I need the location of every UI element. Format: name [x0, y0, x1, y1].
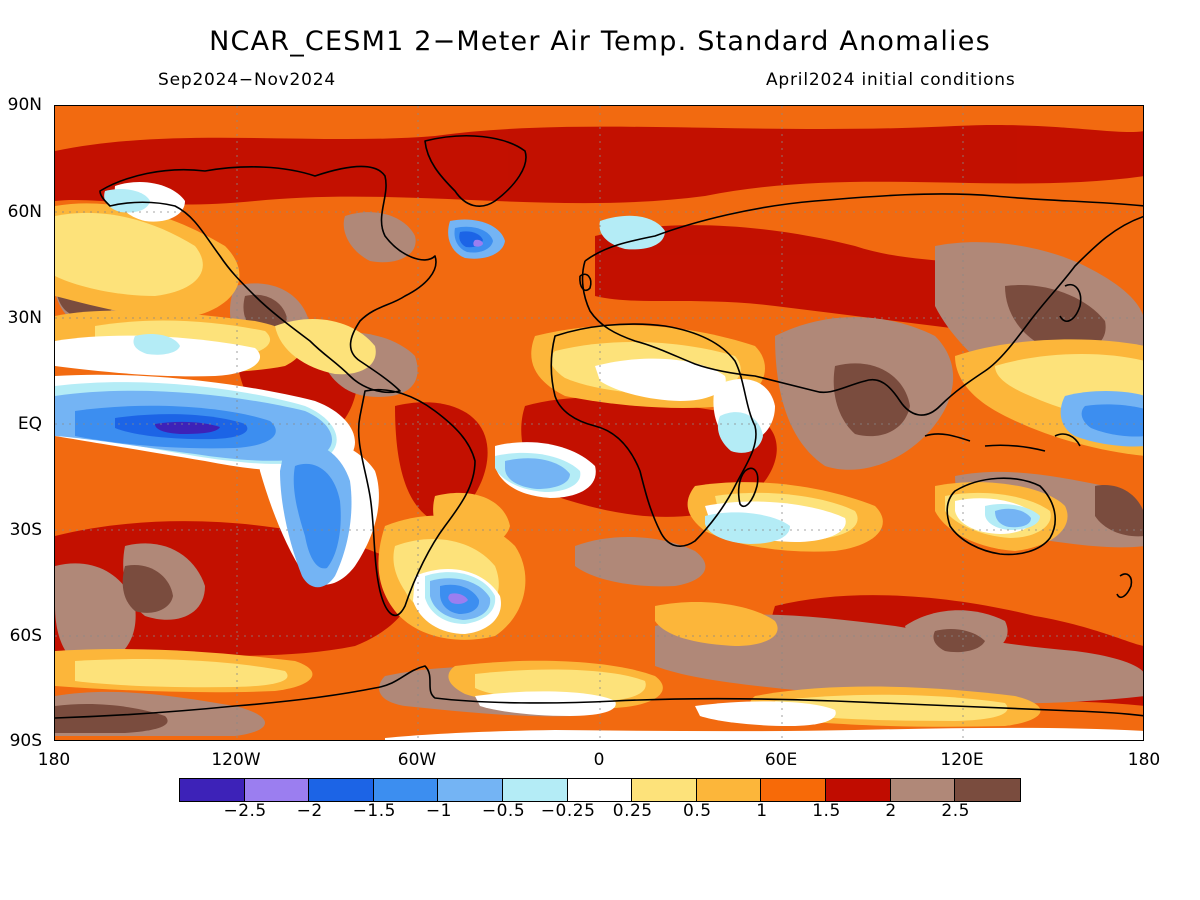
colorbar-swatch-3	[373, 779, 439, 801]
colorbar-label-1: −2	[296, 801, 323, 821]
colorbar-label-7: 0.5	[683, 801, 712, 821]
lon-label-120e: 120E	[940, 750, 984, 770]
lon-label-120w: 120W	[211, 750, 261, 770]
colorbar-label-8: 1	[756, 801, 768, 821]
colorbar-swatch-9	[761, 779, 826, 801]
colorbar-label-4: −0.5	[481, 801, 526, 821]
lon-label-180-east: 180	[1127, 750, 1161, 770]
colorbar-label-5: −0.25	[540, 801, 596, 821]
colorbar-label-3: −1	[425, 801, 452, 821]
colorbar-swatch-2	[309, 779, 374, 801]
colorbar-label-2: −1.5	[352, 801, 396, 821]
lat-label-30s: 30S	[9, 520, 42, 540]
colorbar-swatch-6	[567, 779, 633, 801]
forecast-period: Sep2024−Nov2024	[158, 70, 336, 90]
lat-label-60s: 60S	[9, 626, 42, 646]
lat-label-60n: 60N	[7, 202, 42, 222]
colorbar-swatch-7	[632, 779, 697, 801]
lat-label-90n: 90N	[7, 95, 42, 115]
lat-label-90s: 90S	[9, 731, 42, 751]
colorbar	[179, 778, 1021, 802]
colorbar-label-6: 0.25	[612, 801, 653, 821]
initial-conditions: April2024 initial conditions	[766, 70, 1016, 90]
colorbar-swatch-8	[696, 779, 762, 801]
lat-label-30n: 30N	[7, 308, 42, 328]
map-title: NCAR_CESM1 2−Meter Air Temp. Standard An…	[209, 26, 991, 57]
lon-label-60w: 60W	[397, 750, 437, 770]
colorbar-label-9: 1.5	[812, 801, 841, 821]
lat-label-eq: EQ	[17, 414, 42, 434]
colorbar-swatch-5	[502, 779, 568, 801]
lon-label-60e: 60E	[764, 750, 798, 770]
colorbar-swatch-11	[890, 779, 956, 801]
colorbar-label-10: 2	[885, 801, 897, 821]
lon-label-180-west: 180	[37, 750, 71, 770]
anomaly-map-graphic	[55, 106, 1143, 740]
colorbar-swatch-0	[180, 779, 245, 801]
colorbar-swatch-12	[955, 779, 1020, 801]
lon-label-0: 0	[593, 750, 605, 770]
colorbar-swatch-10	[825, 779, 891, 801]
colorbar-label-0: −2.5	[223, 801, 267, 821]
colorbar-label-11: 2.5	[941, 801, 970, 821]
colorbar-swatch-4	[438, 779, 503, 801]
anomaly-map	[54, 105, 1144, 741]
colorbar-swatch-1	[244, 779, 310, 801]
